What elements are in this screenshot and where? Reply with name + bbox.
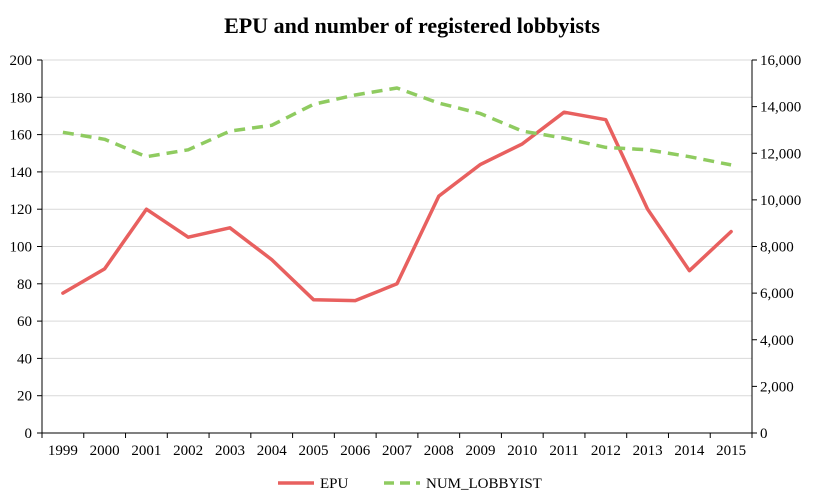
- legend-label: EPU: [320, 476, 349, 492]
- x-tick-label: 2001: [131, 443, 161, 459]
- y-left-tick-label: 20: [17, 389, 32, 405]
- y-left-tick-label: 100: [10, 240, 33, 256]
- x-tick-label: 2006: [340, 443, 371, 459]
- y-right-tick-label: 6,000: [760, 286, 794, 302]
- x-tick-label: 2010: [507, 443, 537, 459]
- legend: EPU NUM_LOBBYIST: [278, 476, 542, 492]
- y-right-tick-label: 16,000: [760, 53, 801, 69]
- x-tick-label: 2015: [716, 443, 746, 459]
- x-tick-label: 2014: [674, 443, 705, 459]
- y-right-tick-label: 2,000: [760, 379, 794, 395]
- y-left-tick-label: 60: [17, 314, 32, 330]
- y-left-tick-label: 40: [17, 351, 32, 367]
- y-left-tick-label: 180: [10, 90, 33, 106]
- chart-title: EPU and number of registered lobbyists: [224, 13, 600, 38]
- x-tick-label: 2008: [424, 443, 454, 459]
- x-tick-label: 2004: [257, 443, 288, 459]
- y-right-tick-label: 0: [760, 426, 768, 442]
- x-tick-label: 2007: [382, 443, 413, 459]
- x-tick-label: 2013: [633, 443, 663, 459]
- legend-label: NUM_LOBBYIST: [426, 476, 542, 492]
- grid-lines: [42, 59, 752, 397]
- axes: [37, 59, 757, 438]
- y-right-tick-label: 14,000: [760, 100, 801, 116]
- y-left-tick-label: 80: [17, 277, 32, 293]
- x-tick-label: 2000: [90, 443, 120, 459]
- y-left-tick-label: 140: [10, 165, 33, 181]
- y-left-tick-label: 200: [10, 53, 33, 69]
- series-lines: [61, 86, 733, 303]
- x-tick-label: 2011: [549, 443, 578, 459]
- y-left-tick-label: 0: [25, 426, 33, 442]
- x-tick-label: 1999: [48, 443, 78, 459]
- y-right-tick-label: 8,000: [760, 240, 794, 256]
- y-left-tick-label: 120: [10, 202, 33, 218]
- tick-labels: 02040608010012014016018020002,0004,0006,…: [10, 53, 802, 459]
- x-tick-label: 2012: [591, 443, 621, 459]
- y-left-tick-label: 160: [10, 128, 33, 144]
- y-right-tick-label: 4,000: [760, 333, 794, 349]
- series-line-num-lobbyist: [62, 86, 732, 167]
- x-tick-label: 2005: [298, 443, 328, 459]
- series-line-epu: [61, 110, 733, 303]
- y-right-tick-label: 10,000: [760, 193, 801, 209]
- x-tick-label: 2009: [466, 443, 496, 459]
- x-tick-label: 2002: [173, 443, 203, 459]
- x-tick-label: 2003: [215, 443, 245, 459]
- y-right-tick-label: 12,000: [760, 146, 801, 162]
